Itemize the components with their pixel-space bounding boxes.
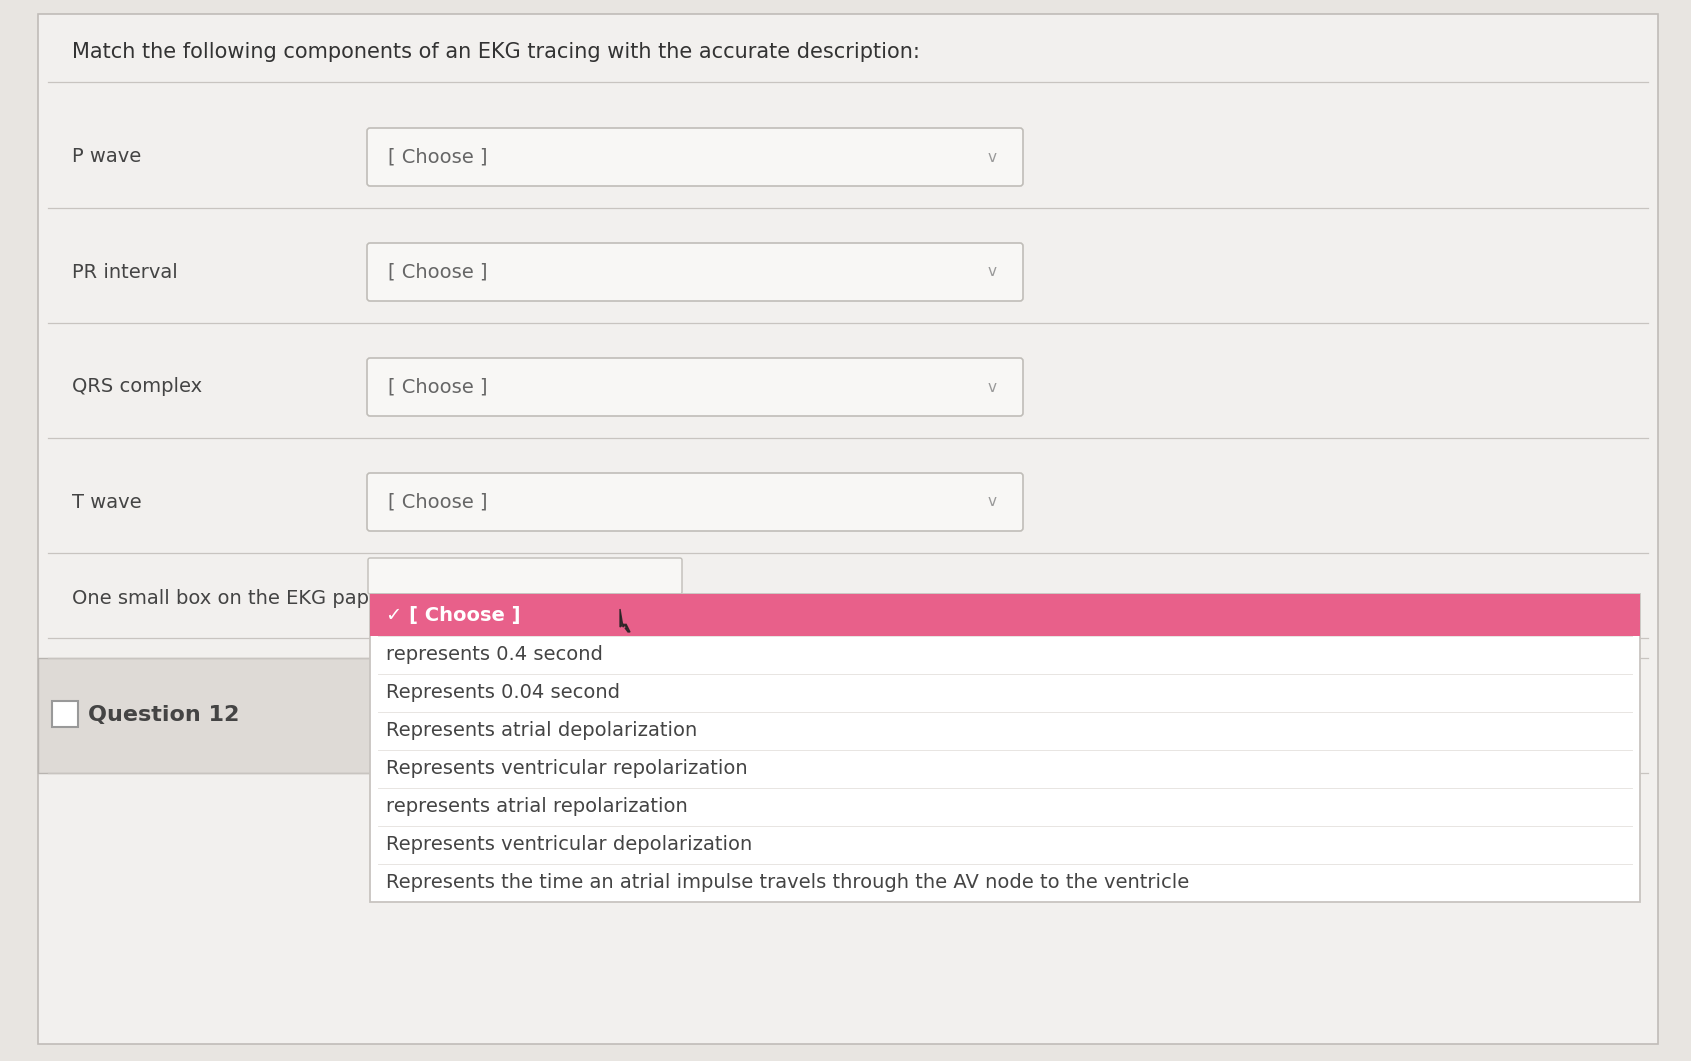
Text: [ Choose ]: [ Choose ] bbox=[387, 147, 487, 167]
FancyBboxPatch shape bbox=[367, 473, 1023, 530]
Text: Question 12: Question 12 bbox=[88, 705, 240, 725]
Text: [ Choose ]: [ Choose ] bbox=[387, 378, 487, 397]
FancyBboxPatch shape bbox=[37, 658, 379, 773]
FancyBboxPatch shape bbox=[52, 701, 78, 727]
Text: v: v bbox=[988, 494, 996, 509]
Text: v: v bbox=[988, 150, 996, 164]
Text: represents atrial repolarization: represents atrial repolarization bbox=[386, 798, 688, 817]
Text: Match the following components of an EKG tracing with the accurate description:: Match the following components of an EKG… bbox=[73, 42, 920, 62]
FancyBboxPatch shape bbox=[369, 558, 681, 594]
Text: T wave: T wave bbox=[73, 492, 142, 511]
Text: Represents the time an atrial impulse travels through the AV node to the ventric: Represents the time an atrial impulse tr… bbox=[386, 873, 1189, 892]
Text: ✓ [ Choose ]: ✓ [ Choose ] bbox=[386, 606, 521, 625]
FancyBboxPatch shape bbox=[367, 128, 1023, 186]
Text: Represents 0.04 second: Represents 0.04 second bbox=[386, 683, 621, 702]
FancyBboxPatch shape bbox=[367, 358, 1023, 416]
FancyBboxPatch shape bbox=[367, 243, 1023, 301]
Text: v: v bbox=[988, 264, 996, 279]
Text: represents 0.4 second: represents 0.4 second bbox=[386, 645, 604, 664]
Text: QRS complex: QRS complex bbox=[73, 378, 203, 397]
FancyBboxPatch shape bbox=[370, 594, 1640, 902]
Text: [ Choose ]: [ Choose ] bbox=[387, 492, 487, 511]
Polygon shape bbox=[621, 609, 631, 632]
Text: PR interval: PR interval bbox=[73, 262, 178, 281]
FancyBboxPatch shape bbox=[37, 14, 1657, 1044]
Text: Represents ventricular repolarization: Represents ventricular repolarization bbox=[386, 760, 747, 779]
Text: Represents atrial depolarization: Represents atrial depolarization bbox=[386, 721, 697, 741]
Text: [ Choose ]: [ Choose ] bbox=[387, 262, 487, 281]
Text: Represents ventricular depolarization: Represents ventricular depolarization bbox=[386, 835, 752, 854]
Text: One small box on the EKG paper: One small box on the EKG paper bbox=[73, 589, 389, 608]
Text: v: v bbox=[988, 380, 996, 395]
FancyBboxPatch shape bbox=[370, 594, 1640, 636]
Text: P wave: P wave bbox=[73, 147, 142, 167]
